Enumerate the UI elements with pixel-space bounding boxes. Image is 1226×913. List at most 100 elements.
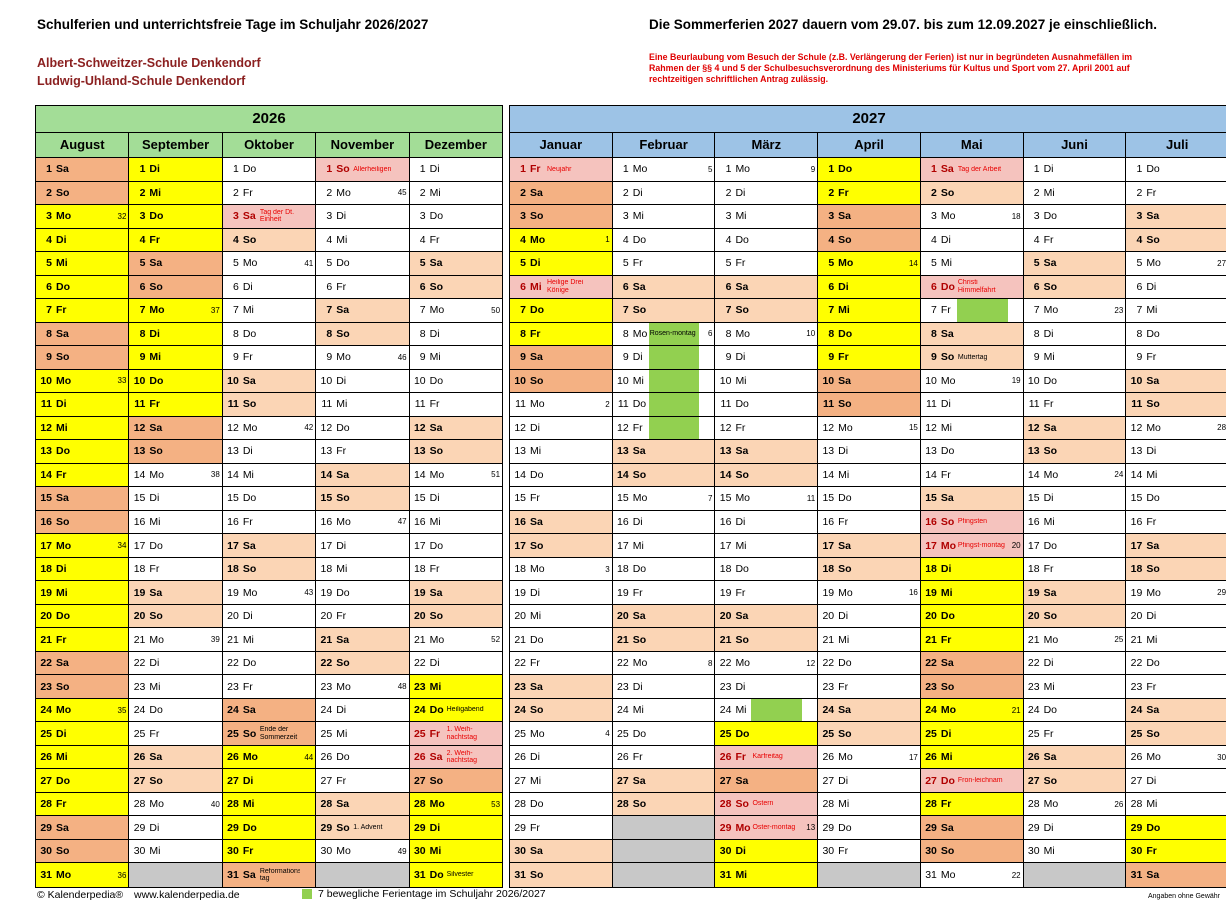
movable-day-marker [648,369,700,393]
day-cell: 3 So [510,205,612,229]
calendar-table: 2026 August September Oktober November Dezemb… [35,105,1226,888]
day-cell: 1 Sa [36,158,129,182]
weekday-abbr: Mi [1146,468,1158,481]
day-cell: 3 Mi [715,205,818,229]
day-cell: 17 Mi [715,534,818,558]
day-number: 2 [725,186,732,199]
day-cell: 27 Di [222,769,316,793]
weekday-abbr: Fr [735,257,746,270]
weekday-abbr: Di [336,210,347,223]
weekday-abbr: Sa [530,186,543,199]
day-cell: 11 Fr [1023,393,1126,417]
day-number: 26 [413,751,426,764]
weekday-abbr: Mo [56,869,72,882]
weekday-abbr: Di [149,821,160,834]
day-number: 29 [133,821,146,834]
day-cell: 13 So [409,440,503,464]
month-header-september: September [129,133,223,157]
weekday-abbr: Sa [1043,586,1057,599]
weekday-abbr: Fr [632,257,643,270]
day-cell: 7 So [612,299,715,323]
day-cell: 20 Di [818,604,920,629]
weekday-abbr: Mo [1043,798,1059,811]
day-number: 20 [40,610,52,623]
weekday-abbr: Mi [1043,680,1055,693]
day-number: 4 [46,233,52,246]
weekday-abbr: So [429,774,444,787]
weekday-abbr: Do [1043,704,1058,717]
day-cell: 17 Do [129,534,222,558]
day-number: 26 [925,751,937,764]
day-number: 16 [40,515,52,528]
weekday-abbr: Mi [632,704,644,717]
day-number: 23 [227,680,239,693]
day-number: 18 [320,563,333,576]
weekday-abbr: Sa [838,374,851,387]
day-cell: 27 Mi [510,769,612,793]
weekday-abbr: So [149,445,163,458]
weekday-abbr: Sa [429,421,443,434]
day-number: 13 [40,445,52,458]
day-cell: 31 Sa [1126,863,1226,887]
day-cell: 17 Di [316,534,409,558]
day-cell: 14 Sa [316,463,409,488]
day-cell: 19 Di [510,581,612,605]
day-cell: 16 Di [612,510,715,535]
day-number: 14 [1027,468,1040,481]
day-cell: 2 Sa [510,181,612,206]
school-name-1: Albert-Schweitzer-Schule Denkendorf [37,56,261,70]
day-cell: 2 So [36,181,129,206]
day-number: 15 [320,492,333,505]
day-cell: 3 Do [409,205,503,229]
weekday-abbr: Fr [1043,563,1054,576]
week-number: 41 [304,258,314,268]
day-number: 22 [320,657,333,670]
day-number: 22 [617,657,629,670]
day-cell: 24 Mi [715,698,818,723]
website-link[interactable]: www.kalenderpedia.de [134,889,240,901]
day-number: 3 [520,210,526,223]
day-number: 28 [133,798,146,811]
weekday-abbr: Mo [149,798,164,811]
day-number: 9 [622,351,629,364]
weekday-abbr: Mi [530,774,542,787]
day-number: 15 [227,492,239,505]
day-cell: 28 Mi [1126,792,1226,817]
weekday-abbr: Do [149,374,164,387]
day-cell: 10 So [510,369,612,394]
movable-day-marker [648,416,700,440]
weekday-abbr: Mi [149,845,161,858]
day-number: 18 [617,563,629,576]
weekday-abbr: Fr [530,163,541,176]
day-cell: 22 Di [129,651,222,676]
day-number: 12 [40,421,52,434]
movable-day-marker: Rosen-montag [648,322,700,346]
legend-label: 7 bewegliche Ferientage im Schuljahr 202… [318,888,546,900]
day-cell: 10 Sa [818,369,920,394]
weekday-abbr: Fr [149,727,160,740]
weekday-abbr: Mo [735,657,751,670]
day-cell: 25 Di [36,722,129,746]
day-cell: 13 Fr [316,440,409,464]
weekday-abbr: Sa [940,492,954,505]
day-number: 27 [413,774,426,787]
day-cell: 19 Mo 29 [1126,581,1226,605]
day-number: 13 [320,445,333,458]
week-number: 21 [1011,705,1021,715]
day-number: 15 [133,492,146,505]
day-cell: 17 Sa [818,534,920,558]
day-number: 27 [822,774,835,787]
weekday-abbr: Do [242,657,257,670]
day-cell: 15 Do [1126,487,1226,511]
day-number: 3 [139,210,146,223]
day-cell: 25 So [1126,722,1226,746]
day-cell: 6 So [409,275,503,300]
week-number: 32 [117,211,127,221]
day-number: 1 [232,163,239,176]
day-number: 27 [514,774,526,787]
day-number: 8 [232,327,239,340]
day-cell: 23 So [920,675,1023,699]
day-number: 10 [925,374,937,387]
day-cell: 12 Fr [715,416,818,441]
weekday-abbr: Mi [838,798,850,811]
